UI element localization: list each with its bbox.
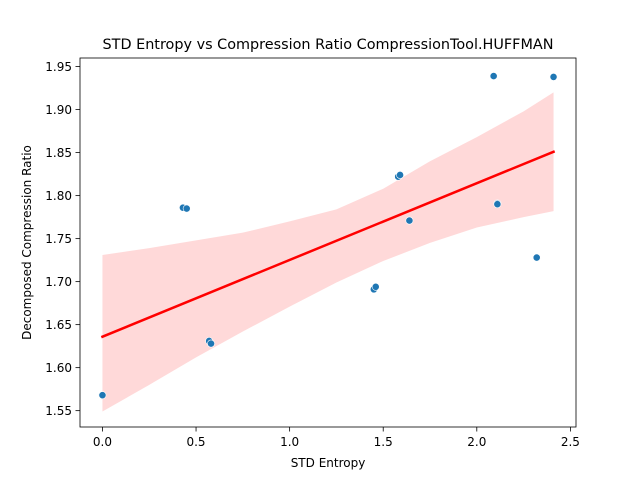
x-tick-label: 0.0 — [93, 435, 112, 449]
data-point — [405, 216, 414, 225]
data-point — [371, 282, 380, 291]
y-tick-label: 1.80 — [45, 189, 72, 203]
regression-line — [100, 150, 556, 339]
y-tick-label: 1.55 — [45, 404, 72, 418]
y-axis-ticks: 1.55 1.60 1.65 1.70 1.75 1.80 1.85 1.90 1.95 — [45, 60, 80, 418]
data-point — [207, 339, 215, 348]
data-points — [98, 72, 558, 400]
data-point — [98, 391, 107, 400]
plot-area — [98, 72, 558, 412]
data-point — [532, 253, 541, 262]
y-axis-label: Decomposed Compression Ratio — [20, 145, 34, 340]
y-tick-label: 1.65 — [45, 318, 72, 332]
data-point — [489, 72, 498, 80]
x-tick-label: 2.5 — [561, 435, 580, 449]
y-tick-label: 1.95 — [45, 60, 72, 74]
y-tick-label: 1.60 — [45, 361, 72, 375]
x-axis-ticks: 0.0 0.5 1.0 1.5 2.0 2.5 — [93, 427, 580, 449]
x-tick-label: 1.0 — [280, 435, 299, 449]
x-tick-label: 0.5 — [186, 435, 205, 449]
data-point — [182, 204, 191, 213]
data-point — [396, 171, 404, 179]
y-tick-label: 1.70 — [45, 275, 72, 289]
confidence-band — [102, 92, 554, 412]
y-tick-label: 1.85 — [45, 146, 72, 160]
x-tick-label: 1.5 — [374, 435, 393, 449]
chart-title: STD Entropy vs Compression Ratio Compres… — [103, 37, 554, 53]
plot-frame — [79, 57, 577, 428]
y-tick-label: 1.75 — [45, 232, 72, 246]
data-point — [549, 73, 558, 81]
x-axis-label: STD Entropy — [291, 456, 366, 470]
y-tick-label: 1.90 — [45, 103, 72, 117]
data-point — [493, 200, 502, 209]
x-tick-label: 2.0 — [467, 435, 486, 449]
